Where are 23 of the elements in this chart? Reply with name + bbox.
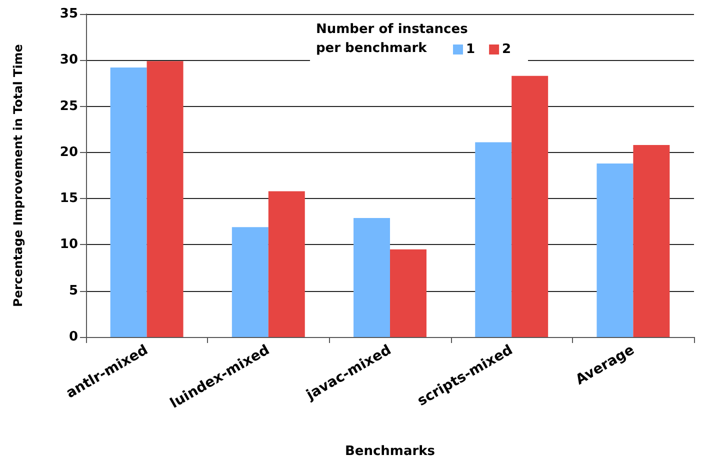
y-tick-label: 35 [60, 6, 78, 22]
bar [512, 76, 548, 337]
y-tick-label: 5 [68, 283, 78, 298]
bar [633, 145, 670, 337]
x-axis-title: Benchmarks [344, 444, 436, 459]
y-tick-label: 0 [68, 330, 78, 344]
legend-label: 2 [502, 42, 512, 57]
y-tick-label: 30 [60, 52, 78, 68]
legend-title: Number of instances per benchmark [316, 22, 468, 56]
y-tick-label: 20 [60, 144, 78, 160]
bar [110, 68, 147, 337]
bar [390, 249, 426, 337]
bar [232, 227, 268, 337]
y-tick-label: 15 [60, 191, 78, 206]
y-tick-label: 10 [60, 237, 78, 252]
bar [268, 191, 305, 337]
bar [596, 164, 634, 337]
bar [354, 218, 390, 337]
y-tick-label: 25 [60, 98, 78, 114]
legend-label: 1 [466, 42, 476, 57]
y-axis-title: Percentage Improvement in Total Time [11, 44, 25, 307]
bar [475, 142, 512, 337]
bar [146, 61, 184, 337]
